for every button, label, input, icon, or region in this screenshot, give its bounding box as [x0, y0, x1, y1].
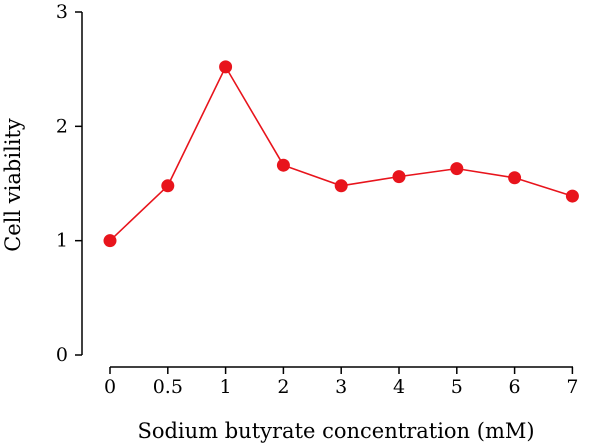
x-tick-label: 0 — [104, 376, 116, 398]
x-tick-label: 6 — [509, 376, 521, 398]
x-axis: 0 0.5 1 2 3 4 5 6 7 — [104, 366, 578, 398]
data-point — [219, 60, 233, 74]
data-point — [565, 189, 579, 203]
data-point — [508, 171, 522, 185]
plot-area — [103, 60, 579, 248]
data-point — [276, 158, 290, 172]
y-tick-label: 3 — [56, 1, 68, 23]
x-axis-title: Sodium butyrate concentration (mM) — [137, 419, 534, 443]
x-tick-label: 4 — [393, 376, 405, 398]
data-point — [392, 170, 406, 184]
x-tick-label: 5 — [451, 376, 463, 398]
y-tick-label: 1 — [56, 230, 68, 252]
y-tick-label: 0 — [56, 344, 68, 366]
data-point — [103, 234, 117, 248]
series-line — [109, 65, 573, 242]
data-point — [450, 162, 464, 176]
x-tick-label: 1 — [220, 376, 232, 398]
y-axis-title: Cell viability — [1, 118, 25, 252]
x-tick-label: 0.5 — [153, 376, 183, 398]
y-axis: 0 1 2 3 — [56, 1, 83, 366]
x-tick-label: 3 — [335, 376, 347, 398]
x-tick-label: 7 — [566, 376, 578, 398]
data-point — [334, 179, 348, 193]
data-point — [161, 179, 175, 193]
x-tick-label: 2 — [277, 376, 289, 398]
y-tick-label: 2 — [56, 115, 68, 137]
